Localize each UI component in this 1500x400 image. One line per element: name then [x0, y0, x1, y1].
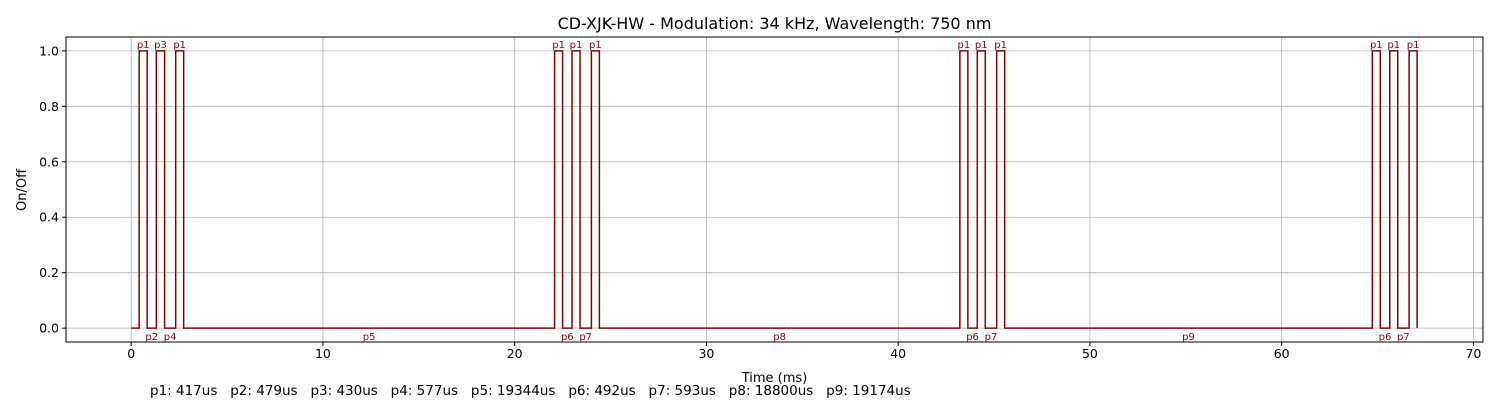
x-tick-label: 10	[315, 346, 331, 361]
pulse-label: p1	[1370, 40, 1383, 51]
pulse-label: p6	[1379, 332, 1392, 343]
pulse-label: p1	[957, 40, 970, 51]
pulse-label: p1	[570, 40, 583, 51]
pulse-label: p7	[579, 332, 592, 343]
x-tick-label: 20	[507, 346, 523, 361]
grid	[66, 37, 1483, 342]
pulse-label: p1	[173, 40, 186, 51]
x-tick-label: 30	[698, 346, 714, 361]
pulse-label: p4	[164, 332, 177, 343]
pulse-labels: p1 p2 p3 p4 p1 p5 p1 p6 p1 p7 p1 p8 p1 p6 p1 p7 p1 p9 p1 p6…	[137, 40, 1420, 343]
pulse-label: p1	[975, 40, 988, 51]
pulse-label: p3	[154, 40, 167, 51]
plot-frame	[65, 36, 1484, 343]
y-tick-label: 0.6	[39, 154, 59, 169]
x-tick-label: 60	[1274, 346, 1290, 361]
pulse-label: p1	[589, 40, 602, 51]
x-tick-label: 40	[890, 346, 906, 361]
x-tick-label: 50	[1082, 346, 1098, 361]
y-tick-label: 0.2	[39, 265, 59, 280]
y-tick-label: 0.4	[39, 210, 59, 225]
chart-title: CD-XJK-HW - Modulation: 34 kHz, Waveleng…	[558, 14, 992, 33]
pulse-label: p1	[1387, 40, 1400, 51]
y-axis-label: On/Off	[15, 168, 30, 211]
pulse-label: p1	[994, 40, 1007, 51]
x-tick-label: 0	[127, 346, 135, 361]
axis-ticks: 0 10 20 30 40 50 60 70 0.0 0.2 0.4 0.6 0.8 1.0	[39, 43, 1481, 361]
y-tick-label: 0.8	[39, 99, 59, 114]
pulse-label: p6	[966, 332, 979, 343]
pulse-label: p5	[363, 332, 376, 343]
pulse-label: p1	[1407, 40, 1420, 51]
x-tick-label: 70	[1465, 346, 1481, 361]
pulse-duration-legend: p1: 417us p2: 479us p3: 430us p4: 577us …	[150, 383, 911, 399]
pulse-label: p9	[1182, 332, 1195, 343]
x-axis-label: Time (ms)	[741, 371, 808, 386]
pulse-label: p1	[552, 40, 565, 51]
signal-line	[131, 50, 1418, 329]
pulse-label: p6	[561, 332, 574, 343]
y-tick-label: 1.0	[39, 43, 59, 58]
pulse-label: p7	[1397, 332, 1410, 343]
pulse-label: p1	[137, 40, 150, 51]
y-tick-label: 0.0	[39, 321, 59, 336]
series	[131, 50, 1418, 329]
pulse-label: p7	[985, 332, 998, 343]
pulse-label: p2	[145, 332, 158, 343]
pulse-label: p8	[773, 332, 786, 343]
